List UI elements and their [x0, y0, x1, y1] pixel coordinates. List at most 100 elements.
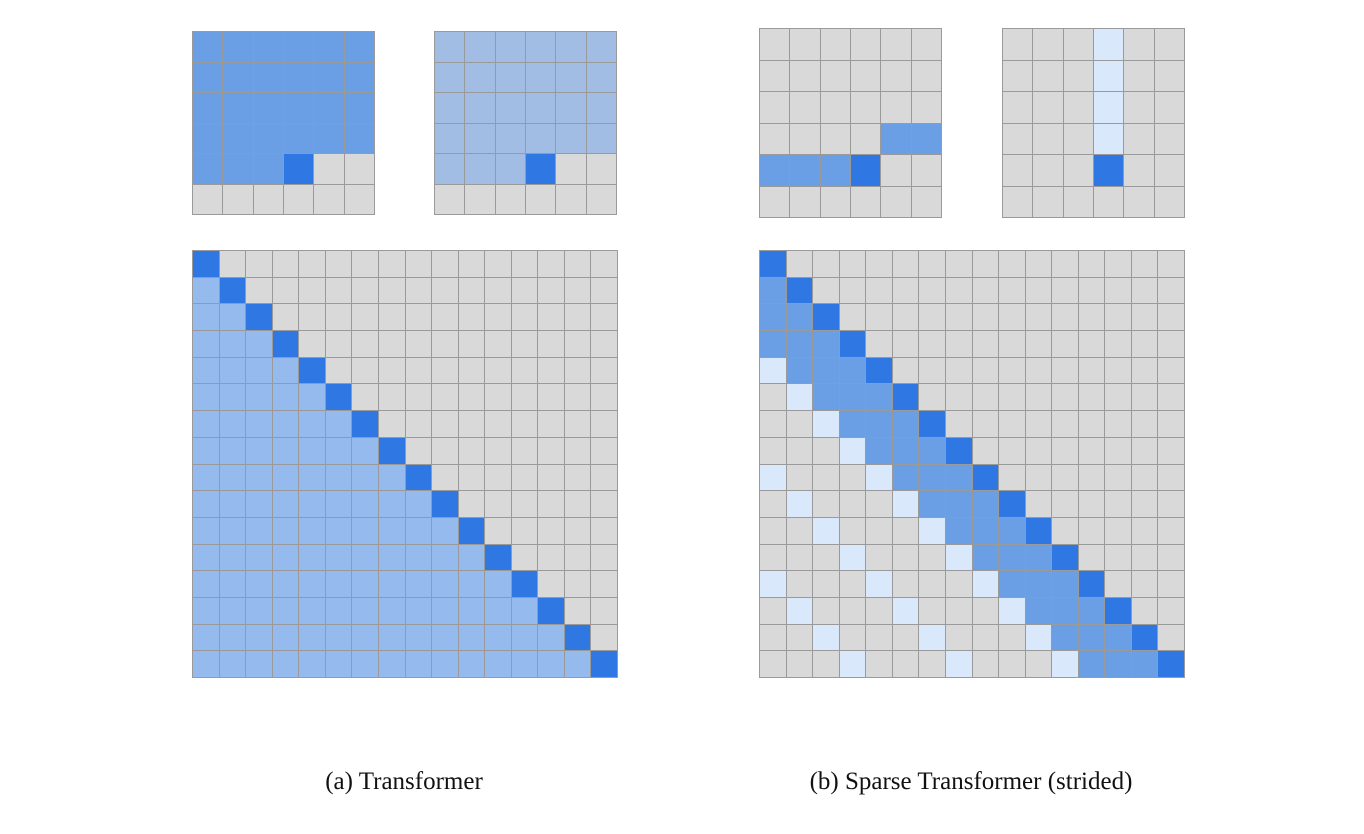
attended-cell	[1078, 597, 1105, 624]
empty-cell	[1158, 411, 1184, 437]
empty-cell	[591, 544, 617, 571]
attended-cell	[284, 32, 314, 62]
empty-cell	[1131, 277, 1158, 304]
attended-cell	[556, 93, 586, 123]
empty-cell	[511, 464, 538, 491]
empty-cell	[511, 517, 538, 544]
empty-cell	[432, 384, 458, 411]
attended-cell	[760, 304, 786, 331]
empty-cell	[432, 277, 458, 304]
attended-cell	[405, 597, 432, 624]
empty-cell	[1131, 384, 1158, 411]
empty-cell	[564, 331, 591, 357]
attended-cell	[253, 62, 283, 92]
caption-a: (a) Transformer	[325, 768, 483, 795]
empty-cell	[564, 571, 591, 597]
empty-cell	[1063, 60, 1093, 91]
attended-cell	[378, 651, 405, 677]
empty-cell	[1131, 491, 1158, 517]
empty-cell	[378, 277, 405, 304]
empty-cell	[866, 277, 892, 304]
attended-cell	[432, 571, 458, 597]
empty-cell	[432, 251, 458, 277]
empty-cell	[511, 384, 538, 411]
query-cell	[972, 464, 999, 491]
attended-cell	[786, 597, 813, 624]
empty-cell	[591, 571, 617, 597]
attended-cell	[246, 331, 272, 357]
attended-cell	[465, 154, 495, 184]
attended-cell	[405, 624, 432, 651]
empty-cell	[246, 277, 272, 304]
empty-cell	[586, 184, 616, 214]
attended-cell	[1052, 624, 1078, 651]
empty-cell	[1025, 437, 1052, 464]
empty-cell	[344, 184, 374, 214]
empty-cell	[591, 277, 617, 304]
empty-cell	[1025, 251, 1052, 277]
empty-cell	[760, 544, 786, 571]
empty-cell	[1105, 357, 1131, 384]
attended-cell	[193, 571, 219, 597]
empty-cell	[1154, 29, 1184, 60]
empty-cell	[538, 571, 564, 597]
attended-cell	[272, 357, 299, 384]
empty-cell	[591, 597, 617, 624]
attended-cell	[193, 544, 219, 571]
empty-cell	[945, 331, 972, 357]
empty-cell	[786, 437, 813, 464]
empty-cell	[485, 357, 511, 384]
empty-cell	[1063, 123, 1093, 154]
empty-cell	[1025, 331, 1052, 357]
empty-cell	[1158, 624, 1184, 651]
empty-cell	[1105, 384, 1131, 411]
empty-cell	[760, 411, 786, 437]
empty-cell	[1033, 123, 1063, 154]
empty-cell	[760, 624, 786, 651]
attended-cell	[352, 544, 378, 571]
attended-cell	[193, 357, 219, 384]
empty-cell	[813, 571, 839, 597]
empty-cell	[813, 437, 839, 464]
attended-cell	[219, 571, 246, 597]
attended-cell	[253, 93, 283, 123]
empty-cell	[1094, 186, 1124, 217]
empty-cell	[432, 304, 458, 331]
attended-cell	[193, 93, 223, 123]
attended-cell	[405, 651, 432, 677]
attended-cell	[586, 32, 616, 62]
empty-cell	[972, 331, 999, 357]
empty-cell	[1124, 29, 1154, 60]
empty-cell	[511, 357, 538, 384]
empty-cell	[1052, 491, 1078, 517]
attended-cell	[432, 624, 458, 651]
empty-cell	[564, 464, 591, 491]
attended-cell	[495, 62, 525, 92]
attended-cell	[314, 123, 344, 153]
empty-cell	[1025, 304, 1052, 331]
empty-cell	[458, 411, 485, 437]
attended-cell	[839, 411, 866, 437]
attended-cell	[586, 123, 616, 153]
empty-cell	[352, 277, 378, 304]
empty-cell	[820, 60, 850, 91]
attended-cell	[556, 62, 586, 92]
empty-cell	[299, 331, 325, 357]
empty-cell	[892, 304, 919, 331]
attended-cell	[193, 491, 219, 517]
attended-cell	[458, 624, 485, 651]
empty-cell	[378, 357, 405, 384]
empty-cell	[1025, 277, 1052, 304]
empty-cell	[1131, 464, 1158, 491]
attended-cell	[465, 32, 495, 62]
empty-cell	[881, 29, 911, 60]
empty-cell	[945, 597, 972, 624]
empty-cell	[1033, 29, 1063, 60]
empty-cell	[881, 186, 911, 217]
attended-cell	[314, 93, 344, 123]
empty-cell	[591, 464, 617, 491]
attended-cell	[919, 517, 945, 544]
empty-cell	[586, 154, 616, 184]
empty-cell	[432, 331, 458, 357]
empty-cell	[344, 154, 374, 184]
